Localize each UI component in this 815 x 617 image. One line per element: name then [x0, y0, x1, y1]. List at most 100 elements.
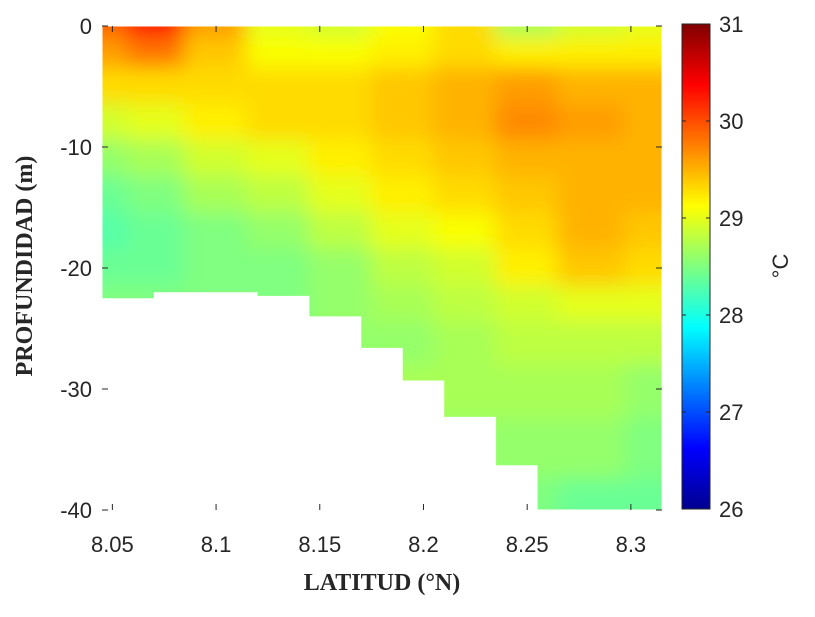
temperature-cell: [557, 418, 627, 481]
temperature-cell: [126, 212, 186, 251]
temperature-cell: [557, 176, 627, 215]
temperature-cell: [432, 67, 498, 106]
colorbar-tick-label: 28: [719, 303, 743, 328]
temperature-cell: [246, 212, 311, 251]
temperature-cell: [624, 418, 662, 481]
temperature-cell: [102, 103, 129, 142]
temperature-cell: [246, 139, 311, 179]
temperature-cell: [495, 212, 560, 251]
colorbar-tick-label: 27: [719, 400, 743, 425]
temperature-cell: [370, 26, 435, 40]
temperature-cell: [102, 67, 129, 106]
temperature-cell: [624, 26, 662, 40]
temperature-cell: [126, 176, 186, 215]
temperature-cell: [102, 212, 129, 251]
temperature-cell: [557, 139, 627, 179]
temperature-cell: [557, 26, 627, 40]
x-tick-label: 8.25: [506, 532, 549, 557]
temperature-cell: [370, 212, 435, 251]
temperature-cell: [624, 363, 662, 421]
temperature-cell: [370, 248, 435, 288]
temperature-cell: [624, 248, 662, 288]
temperature-cell: [126, 26, 186, 40]
colorbar-tick-label: 31: [719, 12, 743, 37]
temperature-cell: [432, 321, 498, 366]
temperature-cell: [102, 176, 129, 215]
temperature-cell: [557, 478, 627, 510]
temperature-cell: [308, 37, 373, 70]
temperature-cell: [557, 103, 627, 142]
temperature-cell: [370, 176, 435, 215]
temperature-cell: [432, 26, 498, 40]
temperature-cell: [370, 103, 435, 142]
temperature-cell: [495, 37, 560, 70]
temperature-cell: [370, 139, 435, 179]
temperature-cell: [432, 103, 498, 142]
temperature-cell: [308, 212, 373, 251]
y-axis-title: PROFUNDIDAD (m): [12, 156, 38, 377]
temperature-cell: [308, 26, 373, 40]
colorbar-title: °C: [768, 254, 793, 279]
temperature-cell: [432, 212, 498, 251]
temperature-cell: [102, 26, 129, 40]
colorbar-gradient: [681, 23, 711, 510]
temperature-cell: [557, 37, 627, 70]
temperature-cell: [557, 67, 627, 106]
temperature-cell: [624, 103, 662, 142]
temperature-cell: [495, 321, 560, 366]
temperature-cell: [557, 248, 627, 288]
temperature-cell: [183, 248, 249, 288]
temperature-cell: [624, 139, 662, 179]
temperature-cell: [308, 248, 373, 288]
colorbar-tick-label: 29: [719, 206, 743, 231]
plot-area: [101, 25, 663, 511]
temperature-cell: [557, 321, 627, 366]
temperature-cell: [126, 37, 186, 70]
temperature-cell: [370, 67, 435, 106]
x-tick-label: 8.15: [298, 532, 341, 557]
temperature-cell: [102, 139, 129, 179]
temperature-cell: [183, 212, 249, 251]
y-tick-label: -30: [60, 377, 92, 402]
temperature-cell: [495, 139, 560, 179]
y-tick-label: -20: [60, 256, 92, 281]
temperature-cell: [183, 26, 249, 40]
temperature-cell: [126, 139, 186, 179]
temperature-cell: [102, 37, 129, 70]
x-axis-title: LATITUD (°N): [304, 570, 461, 596]
colorbar: 26 27 28 29 30 31 °C: [681, 12, 793, 522]
colorbar-ticks: 26 27 28 29 30 31: [682, 12, 743, 522]
temperature-cell: [432, 37, 498, 70]
temperature-cell: [495, 248, 560, 288]
temperature-cell: [557, 285, 627, 324]
temperature-cell: [308, 67, 373, 106]
temperature-cell: [624, 176, 662, 215]
y-tick-label: 0: [80, 14, 92, 39]
temperature-cell: [495, 285, 560, 324]
temperature-cell: [126, 67, 186, 106]
x-tick-label: 8.1: [201, 532, 232, 557]
temperature-cell: [495, 176, 560, 215]
y-tick-label: -10: [60, 135, 92, 160]
colorbar-tick-label: 26: [719, 497, 743, 522]
temperature-cell: [246, 37, 311, 70]
x-tick-label: 8.2: [408, 532, 439, 557]
temperature-cell: [557, 363, 627, 421]
temperature-cell: [432, 248, 498, 288]
temperature-cell: [183, 37, 249, 70]
temperature-cell: [370, 37, 435, 70]
temperature-cell: [246, 176, 311, 215]
temperature-cell: [183, 103, 249, 142]
temperature-cell: [183, 139, 249, 179]
temperature-cell: [183, 176, 249, 215]
temperature-cells: [102, 26, 662, 510]
temperature-cell: [246, 103, 311, 142]
temperature-cell: [624, 37, 662, 70]
temperature-cell: [624, 321, 662, 366]
temperature-field: [102, 26, 662, 510]
temperature-cell: [495, 103, 560, 142]
temperature-cell: [624, 212, 662, 251]
temperature-cell: [126, 103, 186, 142]
temperature-cell: [308, 103, 373, 142]
